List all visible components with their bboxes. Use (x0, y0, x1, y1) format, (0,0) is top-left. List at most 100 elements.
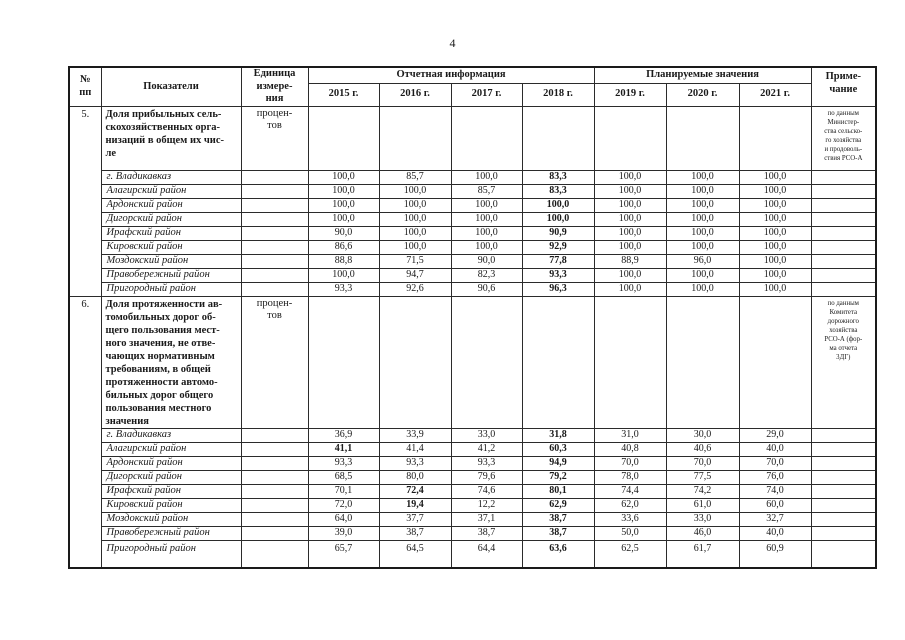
column-header-2021: 2021 г. (738, 82, 812, 107)
value-cell: 100,0 (665, 169, 740, 185)
district-name: Моздокский район (100, 253, 242, 269)
unit-cell-empty (240, 239, 309, 255)
district-name: г. Владикавказ (100, 169, 242, 185)
value-cell: 50,0 (593, 525, 667, 541)
value-cell: 70,0 (593, 455, 667, 471)
value-cell-empty (378, 295, 452, 429)
value-cell: 83,3 (521, 169, 595, 185)
value-cell: 100,0 (307, 197, 380, 213)
value-cell: 100,0 (521, 211, 595, 227)
unit-cell-empty (240, 469, 309, 485)
value-cell: 39,0 (307, 525, 380, 541)
indicator-row: 6. Доля протяженности ав- томобильных дор… (68, 295, 877, 569)
value-cell: 100,0 (378, 183, 452, 199)
column-header-2016: 2016 г. (378, 82, 452, 107)
note-cell-empty (810, 239, 877, 255)
note-text: по данным Министер- ства сельско- го хоз… (810, 105, 877, 171)
note-cell-empty (810, 483, 877, 499)
value-cell: 74,6 (450, 483, 523, 499)
value-cell: 65,7 (307, 539, 380, 569)
unit-cell-empty (240, 197, 309, 213)
table-header: № пп Показатели Единица измере- ния Отче… (68, 66, 877, 107)
row-number: 6. (68, 295, 102, 569)
value-cell: 41,2 (450, 441, 523, 457)
note-cell-empty (810, 497, 877, 513)
value-cell-empty (738, 295, 812, 429)
note-cell-empty (810, 267, 877, 283)
value-cell: 61,7 (665, 539, 740, 569)
value-cell: 93,3 (450, 455, 523, 471)
district-row: Кировский район 72,0 19,4 12,2 62,9 62,0 61,0 6… (69, 497, 877, 513)
value-cell: 100,0 (593, 225, 667, 241)
value-cell: 64,5 (378, 539, 452, 569)
value-cell: 86,6 (307, 239, 380, 255)
value-cell: 100,0 (593, 183, 667, 199)
value-cell: 72,0 (307, 497, 380, 513)
district-row: Моздокский район 88,8 71,5 90,0 77,8 88,9 96,0… (69, 253, 877, 269)
value-cell: 100,0 (738, 197, 812, 213)
district-name: Дигорский район (100, 469, 242, 485)
district-name: Правобережный район (100, 525, 242, 541)
value-cell: 33,9 (378, 427, 452, 443)
page-number: 4 (449, 36, 456, 50)
value-cell: 33,0 (665, 511, 740, 527)
value-cell: 80,1 (521, 483, 595, 499)
value-cell: 40,8 (593, 441, 667, 457)
district-row: Кировский район 86,6 100,0 100,0 92,9 100,0 10… (69, 239, 877, 255)
value-cell: 38,7 (521, 511, 595, 527)
district-name: Ирафский район (100, 225, 242, 241)
value-cell: 100,0 (378, 197, 452, 213)
note-cell-empty (810, 455, 877, 471)
unit-cell-empty (240, 267, 309, 283)
value-cell: 92,9 (521, 239, 595, 255)
value-cell: 60,9 (738, 539, 812, 569)
value-cell: 100,0 (593, 267, 667, 283)
value-cell: 72,4 (378, 483, 452, 499)
district-name: Ардонский район (100, 455, 242, 471)
value-cell: 85,7 (450, 183, 523, 199)
value-cell: 38,7 (378, 525, 452, 541)
note-cell-empty (810, 525, 877, 541)
value-cell: 90,9 (521, 225, 595, 241)
column-header-indicator: Показатели (100, 66, 242, 107)
value-cell: 77,5 (665, 469, 740, 485)
unit-cell-empty (240, 183, 309, 199)
district-row: Правобережный район 39,0 38,7 38,7 38,7 50,0 4… (69, 525, 877, 541)
value-cell: 100,0 (593, 169, 667, 185)
value-cell: 64,0 (307, 511, 380, 527)
value-cell: 30,0 (665, 427, 740, 443)
unit-cell-empty (240, 483, 309, 499)
value-cell: 94,9 (521, 455, 595, 471)
value-cell-empty (307, 295, 380, 429)
district-row: г. Владикавказ 36,9 33,9 33,0 31,8 31,0 30,0 29… (69, 427, 877, 443)
unit-cell-empty (240, 169, 309, 185)
unit-cell-empty (240, 441, 309, 457)
unit-cell-empty (240, 281, 309, 297)
header-group-row: № пп Показатели Единица измере- ния Отче… (68, 66, 877, 107)
value-cell: 41,4 (378, 441, 452, 457)
value-cell: 62,5 (593, 539, 667, 569)
value-cell: 40,0 (738, 525, 812, 541)
value-cell: 100,0 (450, 239, 523, 255)
value-cell: 93,3 (307, 455, 380, 471)
district-name: Алагирский район (100, 441, 242, 457)
value-cell: 36,9 (307, 427, 380, 443)
column-header-2018: 2018 г. (521, 82, 595, 107)
value-cell: 76,0 (738, 469, 812, 485)
value-cell: 100,0 (450, 211, 523, 227)
value-cell: 33,6 (593, 511, 667, 527)
district-name: Правобережный район (100, 267, 242, 283)
value-cell-empty (521, 105, 595, 171)
district-row: Алагирский район 41,1 41,4 41,2 60,3 40,8 40,6… (69, 441, 877, 457)
indicator-name: Доля протяженности ав- томобильных дорог… (100, 295, 242, 429)
value-cell: 61,0 (665, 497, 740, 513)
indicators-table: № пп Показатели Единица измере- ния Отче… (68, 66, 878, 569)
value-cell: 100,0 (738, 183, 812, 199)
value-cell: 100,0 (738, 225, 812, 241)
value-cell: 96,3 (521, 281, 595, 297)
value-cell-empty (450, 105, 523, 171)
district-name: Алагирский район (100, 183, 242, 199)
value-cell: 31,8 (521, 427, 595, 443)
value-cell: 70,0 (738, 455, 812, 471)
